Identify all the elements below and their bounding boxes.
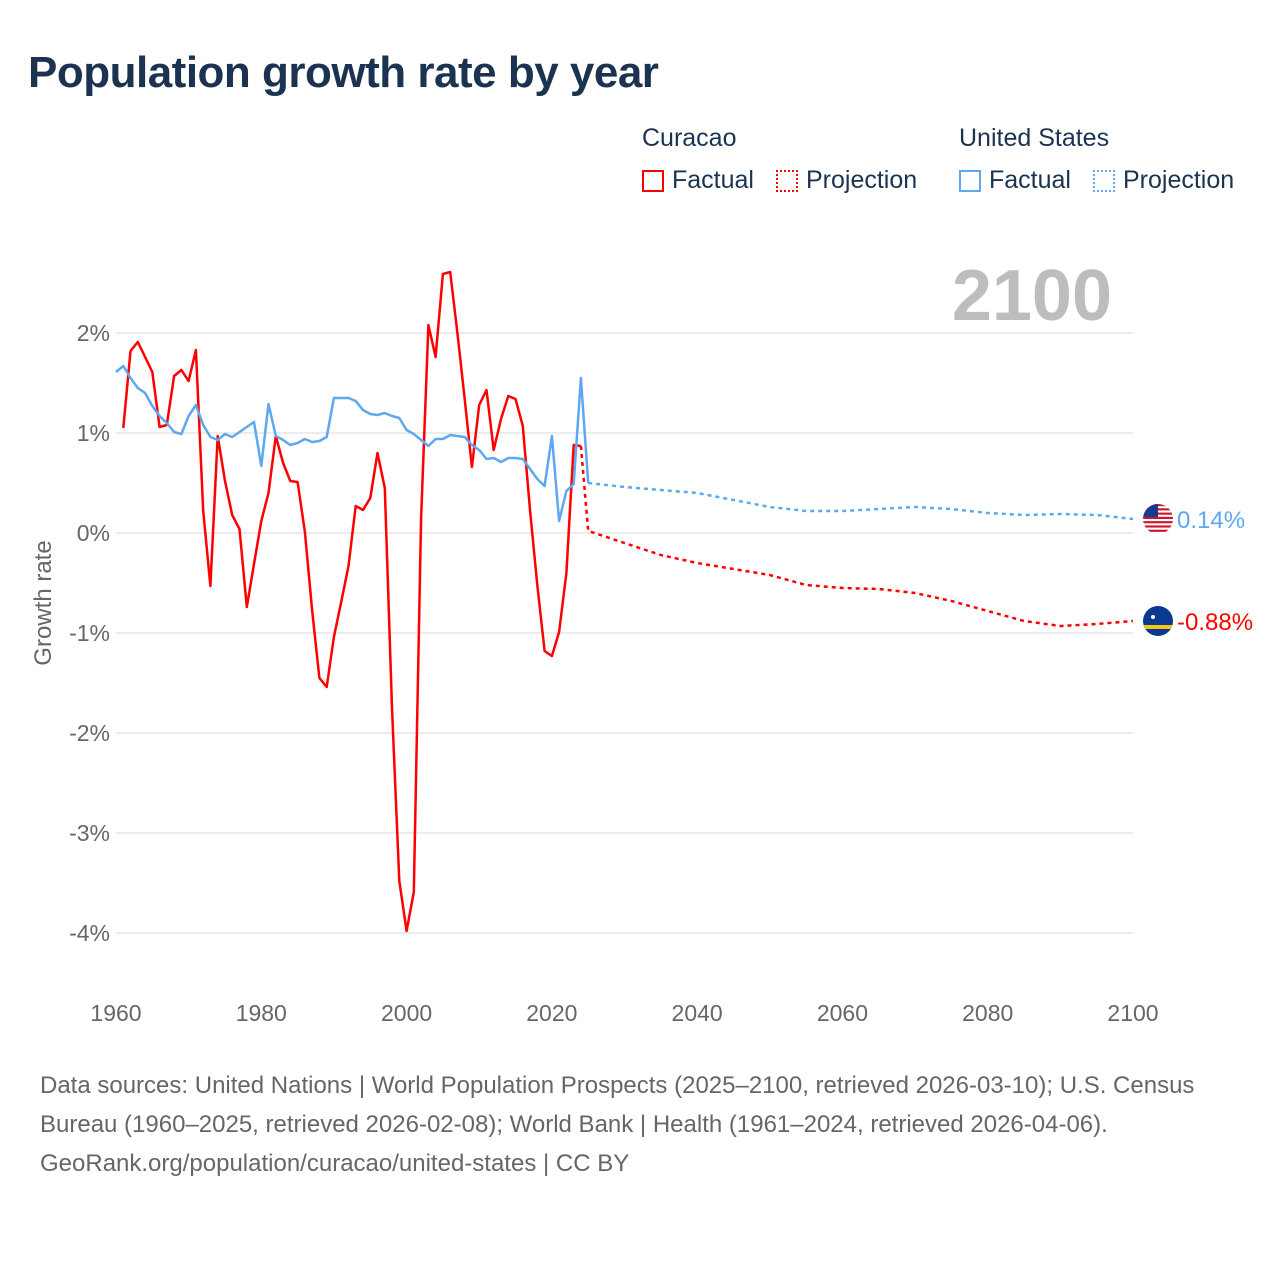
legend-us-factual[interactable]: Factual (959, 166, 1071, 195)
y-tick-label: 0% (77, 520, 110, 546)
legend-title-curacao: Curacao (642, 124, 737, 152)
y-tick-label: 2% (77, 320, 110, 346)
legend-label: Factual (672, 166, 754, 194)
legend-label: Projection (1123, 166, 1235, 194)
y-tick-label: -3% (69, 820, 110, 846)
x-tick-label: 2100 (1107, 1000, 1158, 1026)
curacao-flag-icon (1143, 606, 1173, 636)
page-title: Population growth rate by year (28, 48, 659, 97)
legend-swatch-dotted (776, 169, 798, 192)
end-value-label: 0.14% (1177, 507, 1245, 534)
x-tick-label: 2000 (381, 1000, 432, 1026)
year-indicator: 2100 (952, 256, 1112, 336)
y-tick-label: -1% (69, 620, 110, 646)
x-tick-label: 1980 (236, 1000, 287, 1026)
legend-label: Projection (806, 166, 918, 194)
credit-link[interactable]: GeoRank.org/population/curacao/united-st… (40, 1150, 630, 1177)
series-line-curacao-projection (579, 445, 1134, 628)
x-tick-label: 2060 (817, 1000, 868, 1026)
line-chart: 2% 1% 0% -1% -2% -3% -4% 1960 1980 2000 2020 2040 20… (30, 256, 1253, 1026)
legend-label: Factual (989, 166, 1071, 194)
legend-curacao-projection[interactable]: Projection (776, 166, 917, 195)
footer: Data sources: United Nations | World Pop… (40, 1066, 1240, 1183)
y-axis-label: Growth rate (30, 540, 57, 665)
y-tick-label: 1% (77, 420, 110, 446)
x-tick-label: 2020 (526, 1000, 577, 1026)
series-line-united-states-factual (115, 364, 590, 523)
data-sources: Data sources: United Nations | World Pop… (40, 1072, 1195, 1138)
us-flag-icon (1143, 504, 1173, 532)
legend-swatch-dotted (1093, 169, 1115, 192)
series-line-united-states-projection (588, 481, 1134, 521)
series-line-curacao-factual (122, 270, 582, 933)
legend-curacao-factual[interactable]: Factual (642, 166, 754, 195)
legend-swatch-solid (959, 169, 981, 192)
y-tick-label: -4% (69, 920, 110, 946)
legend-us-projection[interactable]: Projection (1093, 166, 1234, 195)
x-tick-label: 1960 (90, 1000, 141, 1026)
x-tick-label: 2040 (672, 1000, 723, 1026)
legend-title-united-states: United States (959, 124, 1110, 152)
legend-swatch-solid (642, 169, 664, 192)
y-tick-label: -2% (69, 720, 110, 746)
x-tick-label: 2080 (962, 1000, 1013, 1026)
end-value-label: -0.88% (1177, 609, 1253, 636)
